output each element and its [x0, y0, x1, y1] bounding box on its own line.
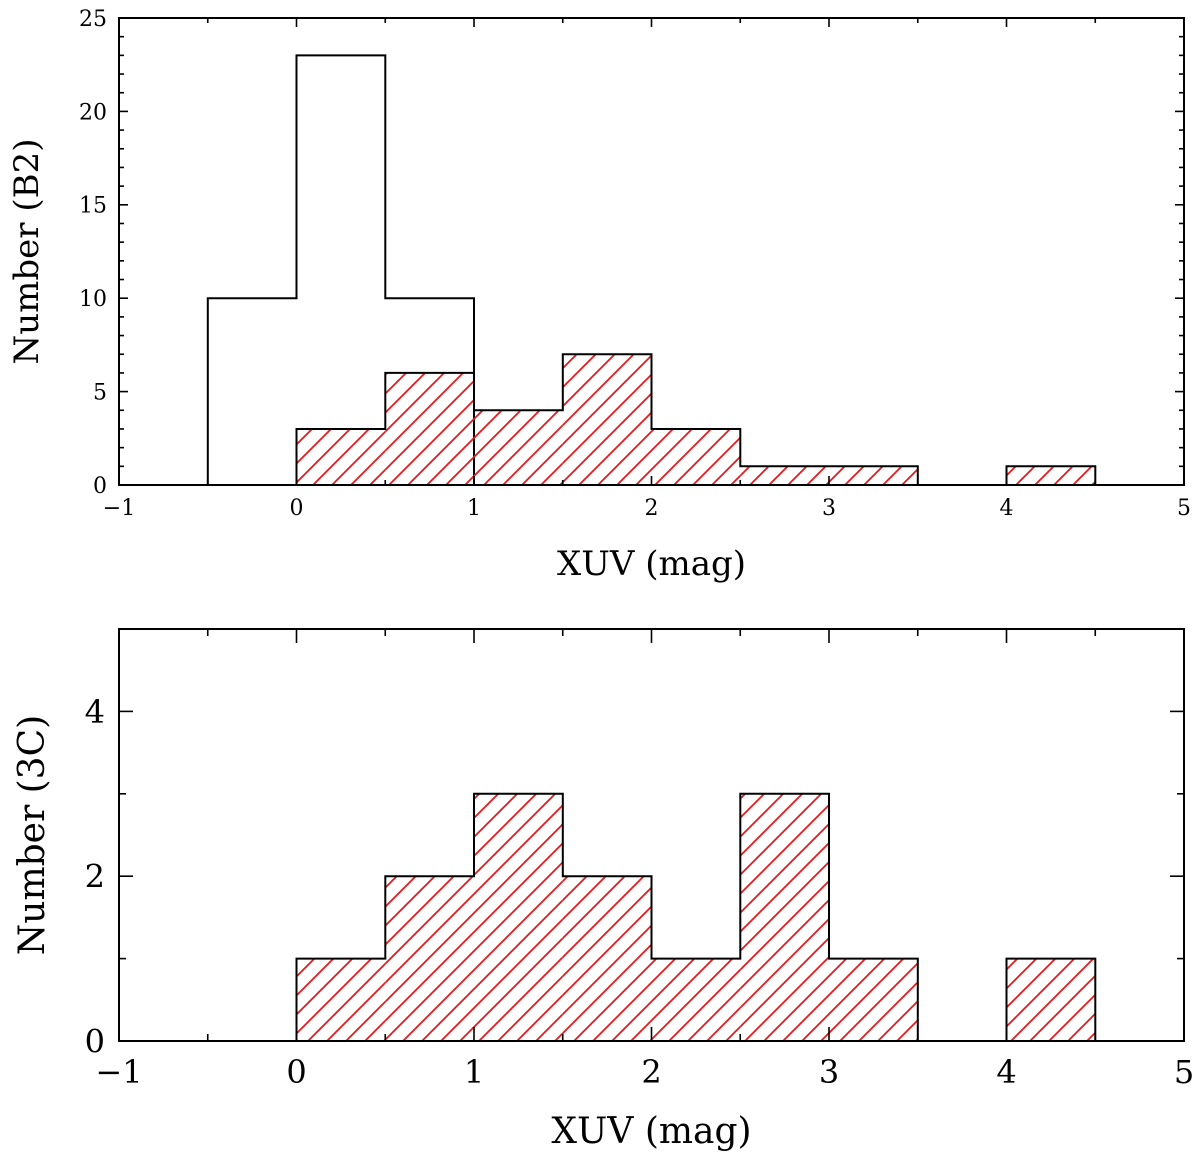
hatched-bin	[829, 466, 918, 485]
y-tick-label: 15	[79, 194, 107, 219]
tick-marks	[118, 17, 1185, 486]
y-axis-title: Number (B2)	[7, 139, 47, 365]
x-axis-title: XUV (mag)	[551, 1111, 751, 1152]
hatched-bin	[296, 958, 386, 1041]
hatched-bin	[385, 372, 474, 485]
x-tick-label: 2	[645, 496, 659, 521]
x-tick-label: 5	[1174, 1053, 1194, 1091]
hatched-bin	[296, 428, 386, 485]
x-tick-label: −1	[103, 496, 135, 521]
hatched-bin	[562, 354, 652, 485]
y-tick-label: 10	[79, 287, 107, 312]
hatched-bin	[829, 958, 918, 1041]
y-axis-title: Number (3C)	[12, 715, 53, 955]
x-tick-label: 0	[290, 496, 304, 521]
y-tick-label: 0	[93, 474, 107, 499]
y-tick-label: 0	[85, 1023, 105, 1061]
hatched-series-outline	[119, 792, 1184, 1042]
y-tick-label: 5	[93, 381, 107, 406]
x-tick-label: 5	[1177, 496, 1191, 521]
x-tick-label: 1	[464, 1053, 484, 1091]
histogram-bars	[119, 792, 1184, 1042]
hatched-bin	[1006, 958, 1096, 1041]
histogram-bars	[119, 54, 1184, 486]
y-tick-label: 25	[79, 7, 107, 32]
y-tick-label: 20	[79, 100, 107, 125]
y-tick-label: 2	[85, 858, 105, 896]
x-tick-label: 3	[822, 496, 836, 521]
hatched-bin	[651, 958, 741, 1041]
x-tick-label: −1	[95, 1053, 142, 1091]
x-tick-label: 0	[286, 1053, 306, 1091]
x-tick-label: 2	[641, 1053, 661, 1091]
hatched-bin	[474, 410, 563, 485]
tick-marks	[118, 628, 1185, 1042]
y-tick-label: 4	[85, 693, 105, 731]
x-tick-label: 3	[819, 1053, 839, 1091]
x-tick-label: 1	[467, 496, 481, 521]
hatched-bin	[651, 428, 741, 485]
hatched-bin	[474, 793, 563, 1041]
x-tick-label: 4	[996, 1053, 1016, 1091]
hatched-bin	[740, 793, 829, 1041]
hatched-bin	[562, 876, 652, 1041]
hatched-series-outline	[119, 353, 1184, 486]
hatched-bin	[1006, 466, 1096, 485]
hatched-bin	[385, 876, 474, 1041]
hatched-bin	[740, 466, 829, 485]
x-axis-title: XUV (mag)	[557, 544, 746, 584]
x-tick-label: 4	[1000, 496, 1014, 521]
